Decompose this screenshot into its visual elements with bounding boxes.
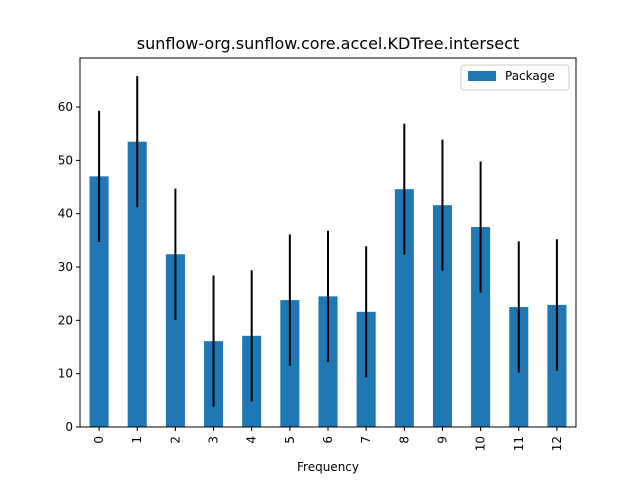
legend-label: Package [505, 69, 555, 83]
bar-9 [432, 205, 452, 427]
legend: Package [460, 64, 570, 91]
x-tick-label-1: 1 [130, 436, 144, 444]
y-tick-label-0: 0 [65, 420, 73, 434]
bar-0 [89, 176, 109, 427]
y-tick-label-20: 20 [58, 313, 73, 327]
y-tick-label-40: 40 [58, 207, 73, 221]
x-tick-label-10: 10 [474, 436, 488, 451]
x-tick-label-4: 4 [245, 436, 259, 444]
bar-8 [394, 189, 414, 427]
x-axis-label: Frequency [297, 460, 359, 474]
y-axis: 0 10 20 30 40 50 60 [58, 100, 80, 434]
x-tick-label-7: 7 [359, 436, 373, 444]
y-tick-label-50: 50 [58, 153, 73, 167]
x-tick-label-6: 6 [321, 436, 335, 444]
x-tick-label-12: 12 [550, 436, 564, 451]
x-tick-label-5: 5 [283, 436, 297, 444]
x-tick-label-11: 11 [512, 436, 526, 451]
x-axis: 0 1 2 3 4 5 6 7 8 9 10 11 12 [92, 427, 564, 451]
chart-title: sunflow-org.sunflow.core.accel.KDTree.in… [137, 34, 519, 53]
bar-2 [165, 254, 185, 427]
y-tick-label-10: 10 [58, 367, 73, 381]
error-bars-group [98, 76, 558, 407]
y-tick-label-60: 60 [58, 100, 73, 114]
x-tick-label-9: 9 [435, 436, 449, 444]
x-tick-label-3: 3 [207, 436, 221, 444]
x-tick-label-8: 8 [397, 436, 411, 444]
legend-swatch [468, 71, 496, 81]
x-tick-label-0: 0 [92, 436, 106, 444]
bar-10 [471, 227, 491, 427]
plot-frame [79, 57, 577, 428]
x-tick-label-2: 2 [168, 436, 182, 444]
bar-1 [127, 141, 147, 427]
y-tick-label-30: 30 [58, 260, 73, 274]
